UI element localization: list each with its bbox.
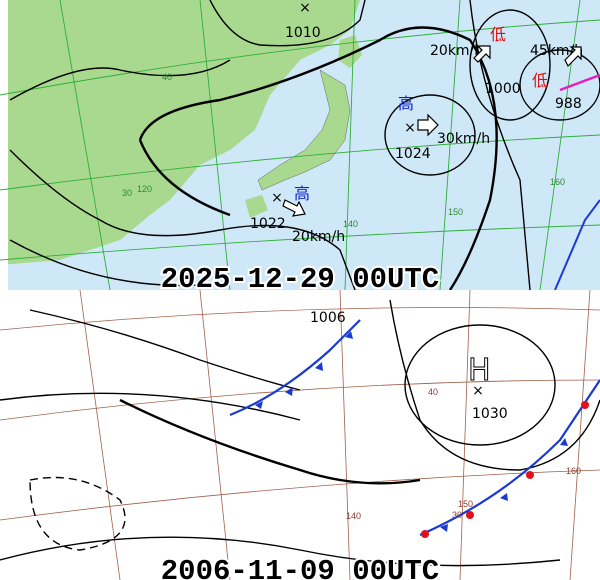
high-label: 高 [294, 184, 310, 203]
isobar [519, 49, 600, 121]
speed-label: 20km/h [292, 229, 345, 245]
isobar-thick [138, 139, 231, 217]
lon-label: 160 [566, 466, 581, 476]
cold-front [554, 199, 600, 291]
isobar [469, 0, 531, 291]
pressure-label: 1006 [310, 310, 346, 326]
isobar-dashed [29, 476, 126, 551]
latitude-lines [0, 307, 600, 521]
cross: × [404, 120, 416, 136]
longitude-lines [79, 289, 591, 580]
isobar [209, 0, 366, 47]
japan [257, 69, 351, 191]
high-label: H [468, 353, 491, 388]
motion-arrows [282, 45, 582, 217]
occluded-front [559, 73, 600, 92]
lat-label: 40 [162, 72, 172, 82]
isobar [0, 299, 600, 471]
isobar-thick [119, 398, 421, 485]
lon-label: 140 [343, 219, 358, 229]
lon-label: 150 [458, 499, 473, 509]
cold-front [229, 319, 361, 417]
date-label: 2025-12-29 00UTC [161, 263, 439, 296]
isobar [9, 239, 201, 287]
lat-label: 40 [428, 387, 438, 397]
speed-label: 30km/h [437, 131, 490, 147]
isobar [469, 9, 551, 121]
top-map: × × × 1010 20km/h 低 45km/h 低 1000 988 高 … [0, 0, 600, 291]
isobar [384, 94, 476, 176]
lon-label: 160 [550, 177, 565, 187]
bottom-map: × 1006 H 1030 40 30 140 150 160 [0, 289, 600, 580]
isobar [9, 59, 231, 101]
cross: × [299, 0, 311, 16]
isobar-thick [138, 26, 498, 291]
pressure-label: 1030 [472, 406, 508, 422]
lon-label: 150 [448, 207, 463, 217]
pressure-label: 1024 [395, 146, 431, 162]
date-label: 2006-11-09 00UTC [161, 555, 439, 580]
edge [0, 0, 8, 290]
kyushu [245, 195, 268, 218]
background [0, 290, 600, 580]
cross: × [472, 383, 484, 399]
stationary-front [419, 379, 600, 537]
high-label: 高 [398, 94, 414, 113]
lon-label: 120 [137, 184, 152, 194]
pressure-label: 1000 [485, 81, 521, 97]
front-semicircles [421, 401, 589, 538]
lon-label: 140 [346, 511, 361, 521]
continent [0, 0, 360, 265]
latitude-lines [0, 19, 600, 261]
longitude-lines [59, 0, 581, 291]
lat-label: 30 [122, 188, 132, 198]
pressure-label: 1022 [250, 216, 286, 232]
low-label: 低 [490, 25, 506, 44]
cross: × [271, 190, 283, 206]
speed-label: 20km/h [430, 43, 483, 59]
lat-label: 30 [452, 510, 462, 520]
pressure-label: 1010 [285, 25, 321, 41]
isobar [0, 536, 561, 567]
low-label: 低 [532, 71, 548, 90]
isobar [404, 324, 556, 446]
isobar [9, 149, 356, 291]
pressure-label: 988 [555, 96, 582, 112]
